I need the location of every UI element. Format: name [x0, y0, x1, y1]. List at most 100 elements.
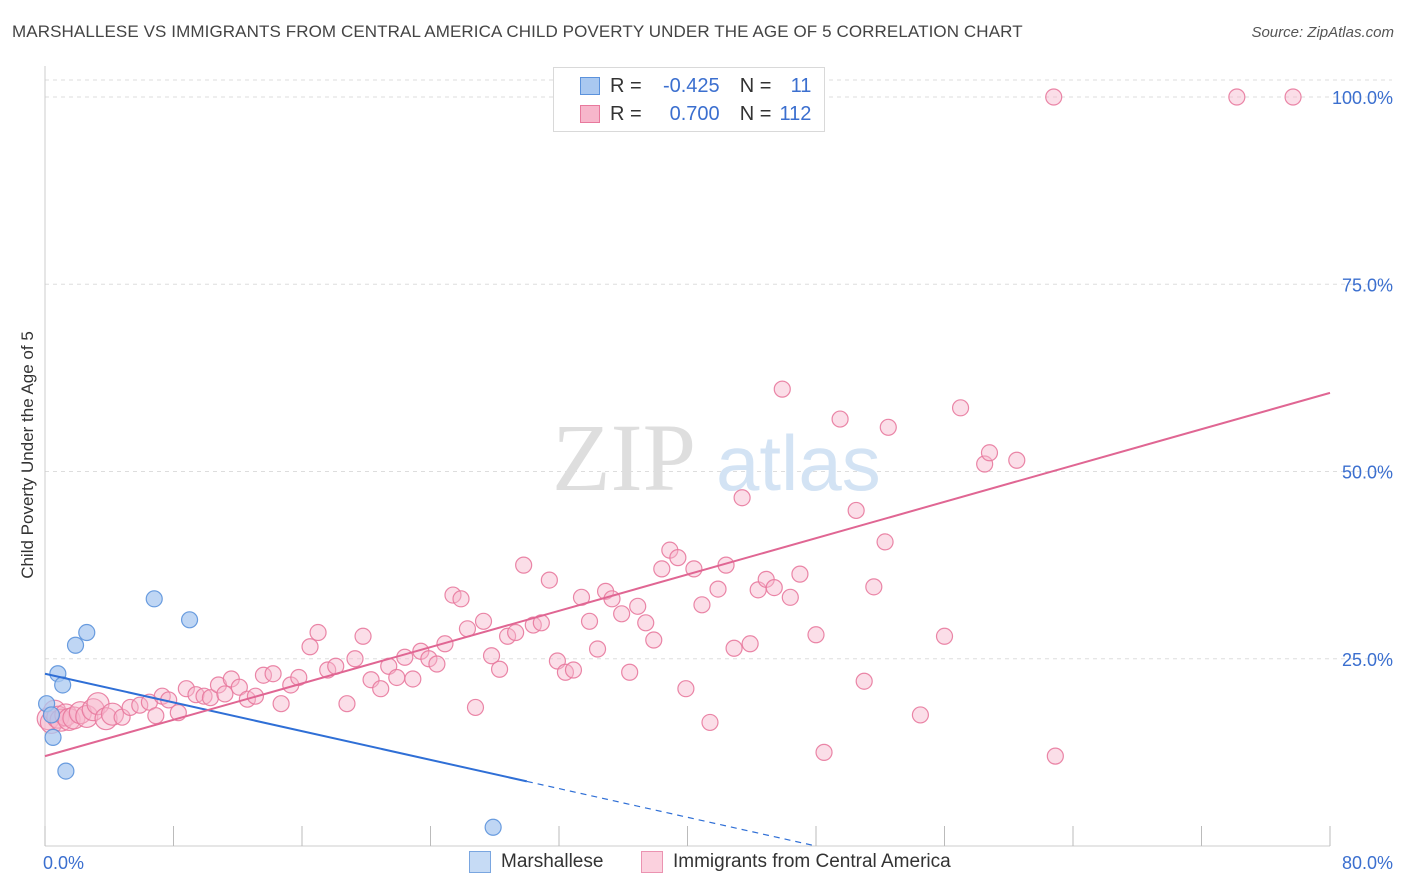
marshallese-point [42, 706, 61, 724]
central-america-point [741, 635, 759, 653]
central-america-trend-line [44, 391, 1331, 758]
central-america-point [195, 687, 213, 705]
legend-swatch-pink [641, 851, 663, 873]
central-america-point [264, 665, 282, 683]
central-america-point [131, 696, 149, 714]
central-america-point [444, 586, 462, 604]
central-america-point [951, 399, 970, 417]
central-america-point [935, 627, 954, 645]
series-legend: Marshallese Immigrants from Central Amer… [0, 851, 1406, 877]
central-america-point [290, 668, 308, 687]
central-america-point [807, 626, 825, 644]
legend-r-label: R = [610, 102, 642, 125]
central-america-point [452, 590, 470, 608]
marshallese-point [57, 762, 75, 780]
central-america-point [637, 614, 655, 632]
central-america-point [301, 638, 319, 656]
central-america-point [147, 707, 165, 725]
legend-n-value: 11 [790, 74, 812, 97]
central-america-point [865, 578, 883, 596]
marshallese-trend-extension [526, 780, 817, 847]
central-america-point [781, 588, 799, 606]
pink-series-points [36, 88, 1302, 765]
legend-label-central-america: Immigrants from Central America [673, 851, 951, 872]
legend-item-central-america: Immigrants from Central America [641, 851, 951, 873]
y-tick-label: 100.0% [1332, 88, 1393, 108]
central-america-point [1284, 88, 1302, 106]
central-america-point [629, 597, 647, 615]
central-america-point [791, 565, 809, 583]
central-america-point [396, 648, 414, 666]
tick-labels: 25.0% 50.0% 75.0% 100.0% 0.0% 80.0% [43, 88, 1393, 873]
y-tick-label: 25.0% [1342, 650, 1393, 670]
watermark-atlas: atlas [716, 419, 881, 507]
legend-swatch-pink [580, 105, 600, 123]
chart-source: Source: ZipAtlas.com [1251, 24, 1394, 41]
watermark: ZIP atlas [552, 404, 881, 511]
central-america-point [404, 670, 422, 688]
marshallese-point [44, 728, 62, 746]
legend-row-central-america: R = 0.700 N = 112 [580, 101, 811, 127]
legend-swatch-blue [469, 851, 491, 873]
central-america-point [338, 695, 356, 713]
central-america-point [100, 702, 125, 726]
central-america-point [216, 685, 234, 703]
central-america-point [482, 647, 501, 665]
central-america-point [1228, 88, 1246, 106]
central-america-point [388, 668, 406, 687]
y-tick-label: 50.0% [1342, 463, 1393, 483]
central-america-point [499, 627, 517, 645]
legend-swatch-blue [580, 77, 600, 95]
central-america-point [372, 680, 390, 698]
legend-n-value: 112 [779, 102, 812, 125]
central-america-point [733, 489, 751, 507]
central-america-point [564, 661, 583, 679]
central-america-point [976, 455, 994, 473]
central-america-point [588, 640, 607, 658]
central-america-point [319, 661, 337, 679]
central-america-point [725, 639, 743, 657]
central-america-point [693, 596, 711, 614]
central-america-point [645, 631, 663, 649]
legend-n-label: N = [739, 74, 772, 97]
watermark-zip: ZIP [552, 404, 696, 511]
x-tick-label-min: 0.0% [43, 853, 84, 873]
central-america-point [1008, 451, 1026, 469]
central-america-point [490, 660, 509, 678]
chart-title: MARSHALLESE VS IMMIGRANTS FROM CENTRAL A… [12, 22, 1023, 41]
central-america-point [815, 743, 833, 761]
marshallese-point [66, 636, 85, 654]
central-america-point [540, 571, 558, 589]
central-america-point [980, 444, 999, 462]
central-america-point [474, 612, 493, 630]
central-america-point [847, 501, 865, 520]
y-tick-label: 75.0% [1342, 275, 1393, 295]
marshallese-trend-line [44, 672, 528, 783]
central-america-point [876, 533, 894, 551]
central-america-point [580, 612, 599, 630]
central-america-point [677, 680, 695, 698]
central-america-point [94, 707, 118, 731]
central-america-point [701, 713, 719, 732]
legend-item-marshallese: Marshallese [469, 851, 603, 873]
central-america-point [309, 623, 327, 642]
central-america-point [1045, 88, 1063, 106]
marshallese-point [180, 611, 199, 629]
central-america-point [709, 580, 727, 598]
marshallese-point [484, 818, 502, 836]
central-america-point [515, 556, 533, 574]
central-america-point [765, 578, 783, 597]
central-america-point [466, 698, 485, 717]
marshallese-point [78, 623, 96, 642]
grid-layer [45, 79, 1392, 660]
trend-lines [44, 391, 1331, 847]
central-america-point [855, 672, 873, 690]
central-america-point [879, 418, 897, 436]
central-america-point [613, 605, 631, 623]
correlation-legend: R = -0.425 N = 11 R = 0.700 N = 112 [553, 67, 825, 132]
central-america-point [669, 549, 687, 567]
central-america-point [911, 706, 930, 724]
legend-n-label: N = [739, 102, 772, 125]
central-america-point [346, 650, 364, 668]
